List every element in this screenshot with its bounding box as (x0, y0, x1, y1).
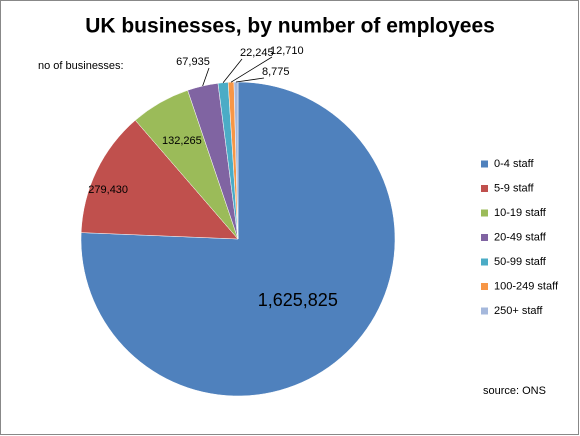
legend-swatch (481, 258, 488, 266)
data-label: 67,935 (176, 56, 210, 68)
legend-swatch (481, 307, 488, 315)
chart-title: UK businesses, by number of employees (85, 15, 495, 38)
leader-line (230, 56, 273, 83)
data-label: 279,430 (88, 184, 128, 196)
legend-swatch (481, 234, 488, 241)
legend-label: 10-19 staff (494, 207, 547, 219)
data-label: 8,775 (262, 66, 290, 78)
legend-label: 20-49 staff (494, 231, 547, 243)
legend-swatch (481, 160, 488, 168)
legend-label: 5-9 staff (494, 182, 534, 194)
legend-label: 250+ staff (494, 305, 543, 317)
data-label: 132,265 (162, 135, 202, 147)
legend-swatch (481, 283, 488, 290)
legend-swatch (481, 185, 488, 192)
leader-line (202, 67, 210, 87)
data-label: 22,245 (240, 47, 274, 59)
legend-label: 50-99 staff (494, 256, 547, 268)
leader-line (235, 77, 265, 83)
legend-label: 0-4 staff (494, 158, 534, 170)
leader-line (222, 58, 243, 83)
legend-label: 100-249 staff (494, 280, 559, 292)
data-label: 1,625,825 (258, 290, 338, 310)
annotation: source: ONS (483, 385, 546, 397)
legend-swatch (481, 209, 488, 217)
annotation: no of businesses: (38, 60, 124, 72)
pie-slice (80, 119, 239, 240)
data-label: 12,710 (270, 45, 304, 57)
